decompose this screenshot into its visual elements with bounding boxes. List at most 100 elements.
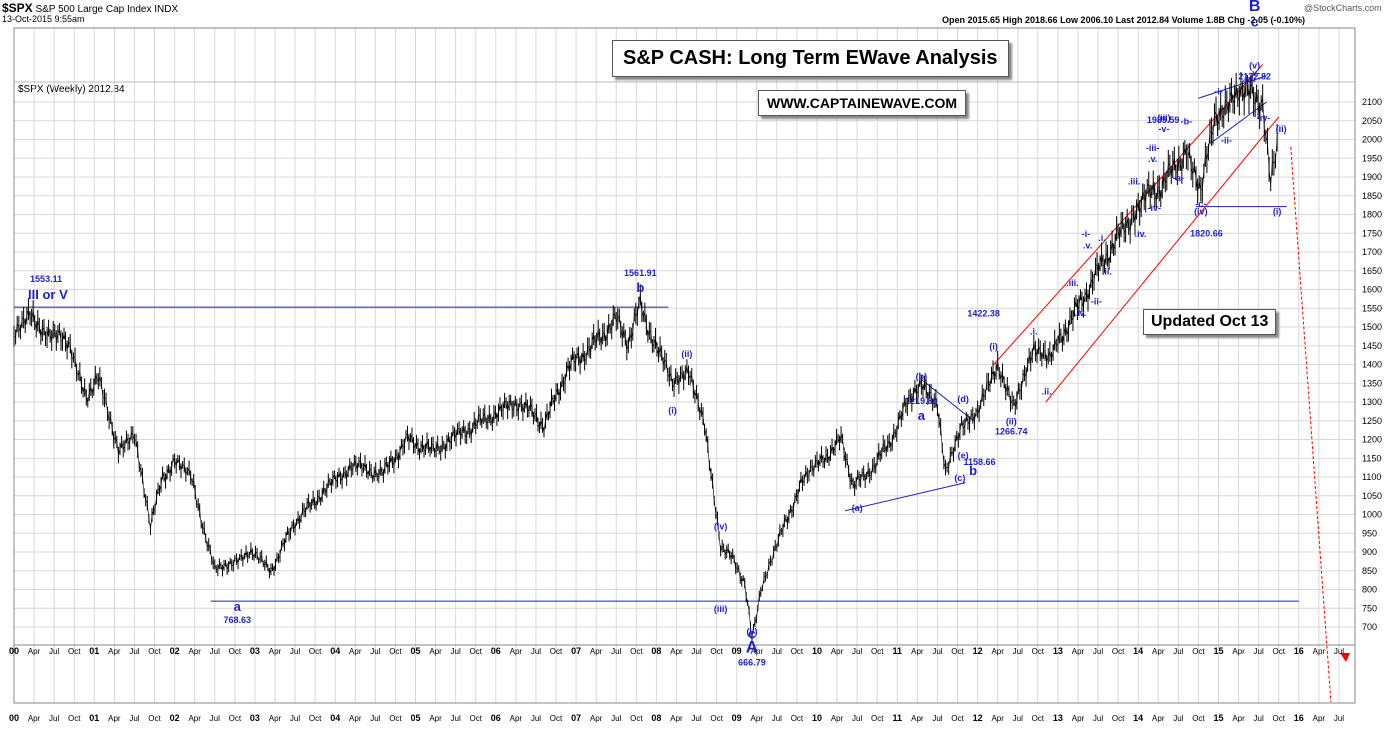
x-tick-label-lower: 06 (491, 713, 501, 723)
price-link (311, 497, 314, 505)
price-link (649, 330, 652, 334)
price-link (710, 474, 713, 482)
price-link (855, 474, 858, 484)
price-link (673, 376, 676, 388)
price-link (206, 544, 209, 547)
price-link (366, 470, 369, 476)
wave-label: .ii. (1042, 387, 1052, 397)
price-link (524, 400, 527, 408)
price-link (626, 345, 629, 351)
price-link (808, 465, 811, 476)
price-link (381, 471, 384, 477)
price-link (1149, 191, 1153, 197)
wave-label: (b) (916, 372, 928, 382)
price-link (395, 454, 398, 457)
x-tick-label-lower: Oct (871, 714, 884, 723)
price-link (737, 567, 739, 569)
price-link (766, 564, 770, 576)
price-link (1161, 174, 1165, 188)
price-link (1000, 373, 1003, 380)
price-link (1108, 251, 1111, 264)
price-link (1148, 184, 1151, 197)
price-link (90, 387, 93, 394)
price-link (1140, 191, 1144, 207)
price-link (347, 464, 351, 472)
price-link (369, 468, 372, 472)
price-link (1215, 111, 1218, 126)
price-link (588, 347, 591, 353)
price-link (664, 359, 667, 361)
x-tick-label: Apr (670, 647, 683, 656)
price-link (1081, 301, 1084, 308)
price-link (537, 424, 540, 428)
price-link (615, 318, 619, 322)
price-link (924, 382, 927, 390)
price-link (834, 436, 837, 449)
x-tick-label: Jul (290, 647, 300, 656)
wave-label: (c) (954, 473, 965, 483)
price-link (578, 355, 581, 366)
x-tick-label-lower: Apr (751, 714, 764, 723)
price-link (653, 338, 656, 345)
price-link (43, 327, 46, 339)
price-link (972, 415, 975, 422)
price-link (134, 439, 137, 441)
price-link (879, 453, 882, 457)
price-link (779, 530, 782, 532)
x-tick-label: Apr (1072, 647, 1085, 656)
price-link (618, 315, 622, 330)
x-tick-label: Oct (1032, 647, 1045, 656)
x-tick-label-lower: Jul (1254, 714, 1264, 723)
price-link (132, 434, 135, 440)
x-tick-label: 07 (571, 646, 581, 656)
x-tick-label-lower: 13 (1053, 713, 1063, 723)
x-tick-label: 05 (410, 646, 420, 656)
price-link (1059, 332, 1062, 336)
y-tick-label: 950 (1362, 528, 1377, 538)
price-link (896, 420, 899, 434)
x-tick-label: Oct (229, 647, 242, 656)
price-link (721, 545, 724, 548)
x-tick-label-lower: Apr (429, 714, 442, 723)
price-link (802, 479, 805, 484)
price-link (334, 474, 337, 483)
price-link (631, 331, 634, 339)
price-link (296, 517, 299, 523)
price-link (935, 398, 938, 411)
price-link (1181, 155, 1184, 172)
price-link (751, 627, 754, 640)
price-link (1056, 343, 1059, 346)
price-link (413, 445, 416, 449)
wave-label: .iii. (1128, 177, 1141, 187)
x-tick-label: Apr (1152, 647, 1165, 656)
price-link (555, 388, 558, 393)
price-link (647, 330, 650, 337)
price-link (478, 413, 481, 417)
price-link (1027, 355, 1030, 365)
x-tick-label: Oct (469, 647, 482, 656)
price-link (821, 454, 824, 462)
price-link (294, 522, 297, 530)
x-tick-label-lower: Apr (831, 714, 844, 723)
wave-label: 1985.59 (1147, 115, 1180, 125)
price-link (1007, 386, 1010, 392)
price-link (594, 340, 597, 344)
price-link (715, 513, 718, 519)
wave-label: 1266.74 (995, 426, 1028, 436)
price-link (305, 503, 308, 513)
price-link (332, 474, 335, 479)
price-link (419, 447, 422, 454)
price-link (518, 402, 521, 412)
y-tick-label: 1100 (1362, 472, 1381, 482)
x-tick-label: Oct (630, 647, 643, 656)
price-link (437, 443, 440, 451)
price-link (813, 461, 816, 472)
price-link (570, 353, 573, 363)
price-link (539, 420, 542, 428)
price-link (754, 618, 757, 622)
price-link (681, 371, 684, 381)
price-link (988, 382, 991, 387)
wave-label: 1561.91 (624, 268, 657, 278)
price-link (1189, 150, 1192, 168)
price-link (275, 556, 278, 565)
